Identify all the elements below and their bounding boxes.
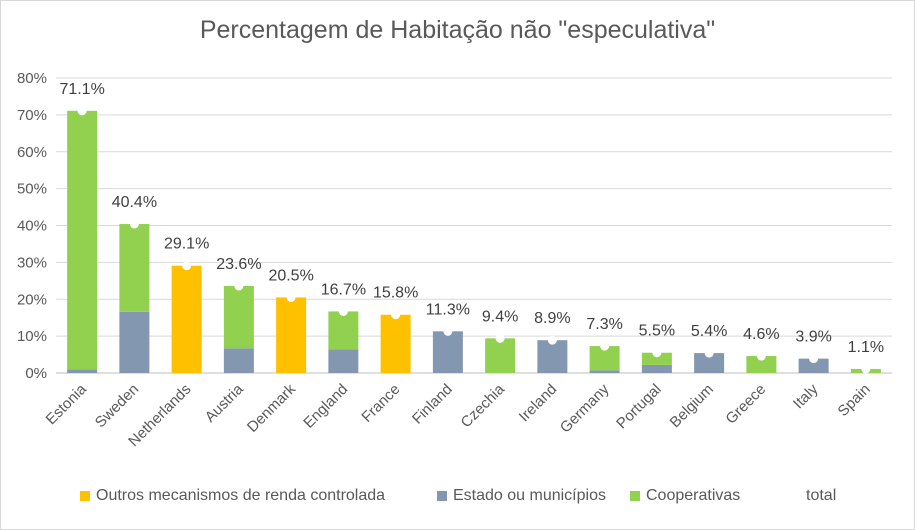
total-marker: [77, 106, 87, 116]
x-tick-label: Austria: [202, 380, 247, 425]
bar-segment: [641, 364, 672, 373]
total-marker: [443, 326, 453, 336]
bar-segment: [746, 356, 777, 373]
y-tick-label: 20%: [17, 291, 47, 308]
x-tick-label: Italy: [790, 380, 822, 412]
x-tick-label: Czechia: [458, 380, 509, 431]
bar-segment: [641, 352, 672, 365]
x-tick-label: Estonia: [43, 380, 91, 428]
data-label: 5.5%: [639, 323, 675, 340]
y-tick-label: 70%: [17, 107, 47, 124]
bar-segment: [485, 338, 516, 373]
bar-segment: [589, 370, 620, 373]
bar-segment: [328, 311, 359, 350]
legend-swatch-outros: [80, 491, 90, 501]
y-tick-label: 50%: [17, 181, 47, 198]
legend: Outros mecanismos de renda controlada Es…: [0, 487, 915, 509]
x-tick-label: Sweden: [92, 381, 142, 431]
data-label: 40.4%: [112, 194, 157, 211]
legend-item-cooperativas: Cooperativas: [630, 487, 740, 505]
bar-segment: [171, 265, 202, 373]
bar-segment: [537, 340, 568, 373]
bar-segment: [380, 314, 411, 373]
bar-segment: [67, 369, 98, 373]
bar-segment: [223, 348, 254, 373]
data-label: 20.5%: [268, 267, 313, 284]
bar-segment: [67, 110, 98, 370]
x-tick-label: France: [358, 381, 403, 426]
data-label: 7.3%: [586, 316, 622, 333]
total-marker: [600, 341, 610, 351]
total-marker: [391, 310, 401, 320]
x-tick-label: England: [300, 381, 351, 432]
data-label: 11.3%: [426, 301, 470, 318]
bar-segment: [328, 349, 359, 373]
data-label: 4.6%: [743, 326, 779, 343]
x-tick-label: Finland: [409, 381, 456, 428]
legend-item-total: total: [790, 487, 836, 505]
bar-segment: [694, 353, 725, 373]
total-marker: [756, 351, 766, 361]
data-label: 9.4%: [482, 308, 518, 325]
data-label: 3.9%: [795, 329, 831, 346]
x-tick-label: Belgium: [667, 381, 717, 431]
bar-segment: [432, 331, 463, 373]
x-tick-label: Portugal: [613, 381, 665, 433]
legend-label-outros: Outros mecanismos de renda controlada: [96, 487, 386, 504]
data-label: 5.4%: [691, 323, 727, 340]
data-label: 23.6%: [216, 256, 261, 273]
legend-label-estado: Estado ou municípios: [453, 487, 606, 504]
total-marker: [809, 354, 819, 364]
x-tick-label: Germany: [557, 380, 613, 436]
bar-segment: [276, 297, 307, 373]
x-tick-label: Greece: [722, 381, 769, 428]
total-marker: [182, 261, 192, 271]
y-tick-label: 40%: [17, 218, 47, 235]
x-tick-label: Spain: [835, 381, 874, 420]
legend-item-estado: Estado ou municípios: [437, 487, 606, 505]
x-tick-label: Denmark: [244, 380, 299, 435]
bar-segment: [798, 358, 829, 373]
total-marker: [495, 333, 505, 343]
total-marker: [234, 281, 244, 291]
y-tick-label: 10%: [17, 328, 47, 345]
data-label: 29.1%: [164, 236, 209, 253]
total-marker: [338, 306, 348, 316]
legend-swatch-cooperativas: [630, 491, 640, 501]
total-marker: [652, 348, 662, 358]
data-label: 15.8%: [373, 285, 418, 302]
y-tick-label: 80%: [17, 70, 47, 87]
total-marker: [129, 219, 139, 229]
data-label: 16.7%: [321, 281, 366, 298]
chart-title: Percentagem de Habitação não "especulati…: [199, 16, 716, 44]
bar-segment: [119, 311, 150, 373]
legend-swatch-total: [790, 491, 800, 501]
total-marker: [861, 364, 871, 374]
data-label: 71.1%: [59, 81, 104, 98]
bar-segment: [223, 285, 254, 349]
total-marker: [286, 292, 296, 302]
y-tick-label: 60%: [17, 144, 47, 161]
legend-swatch-estado: [437, 491, 447, 501]
data-label: 8.9%: [534, 310, 570, 327]
total-marker: [704, 348, 714, 358]
legend-label-total: total: [806, 487, 837, 504]
y-tick-label: 30%: [17, 254, 47, 271]
legend-item-outros: Outros mecanismos de renda controlada: [80, 487, 385, 505]
bar-segment: [119, 224, 150, 312]
y-tick-label: 0%: [25, 365, 47, 382]
total-marker: [547, 335, 557, 345]
legend-label-cooperativas: Cooperativas: [646, 487, 741, 504]
data-label: 1.1%: [848, 339, 884, 356]
x-tick-label: Ireland: [516, 381, 560, 425]
